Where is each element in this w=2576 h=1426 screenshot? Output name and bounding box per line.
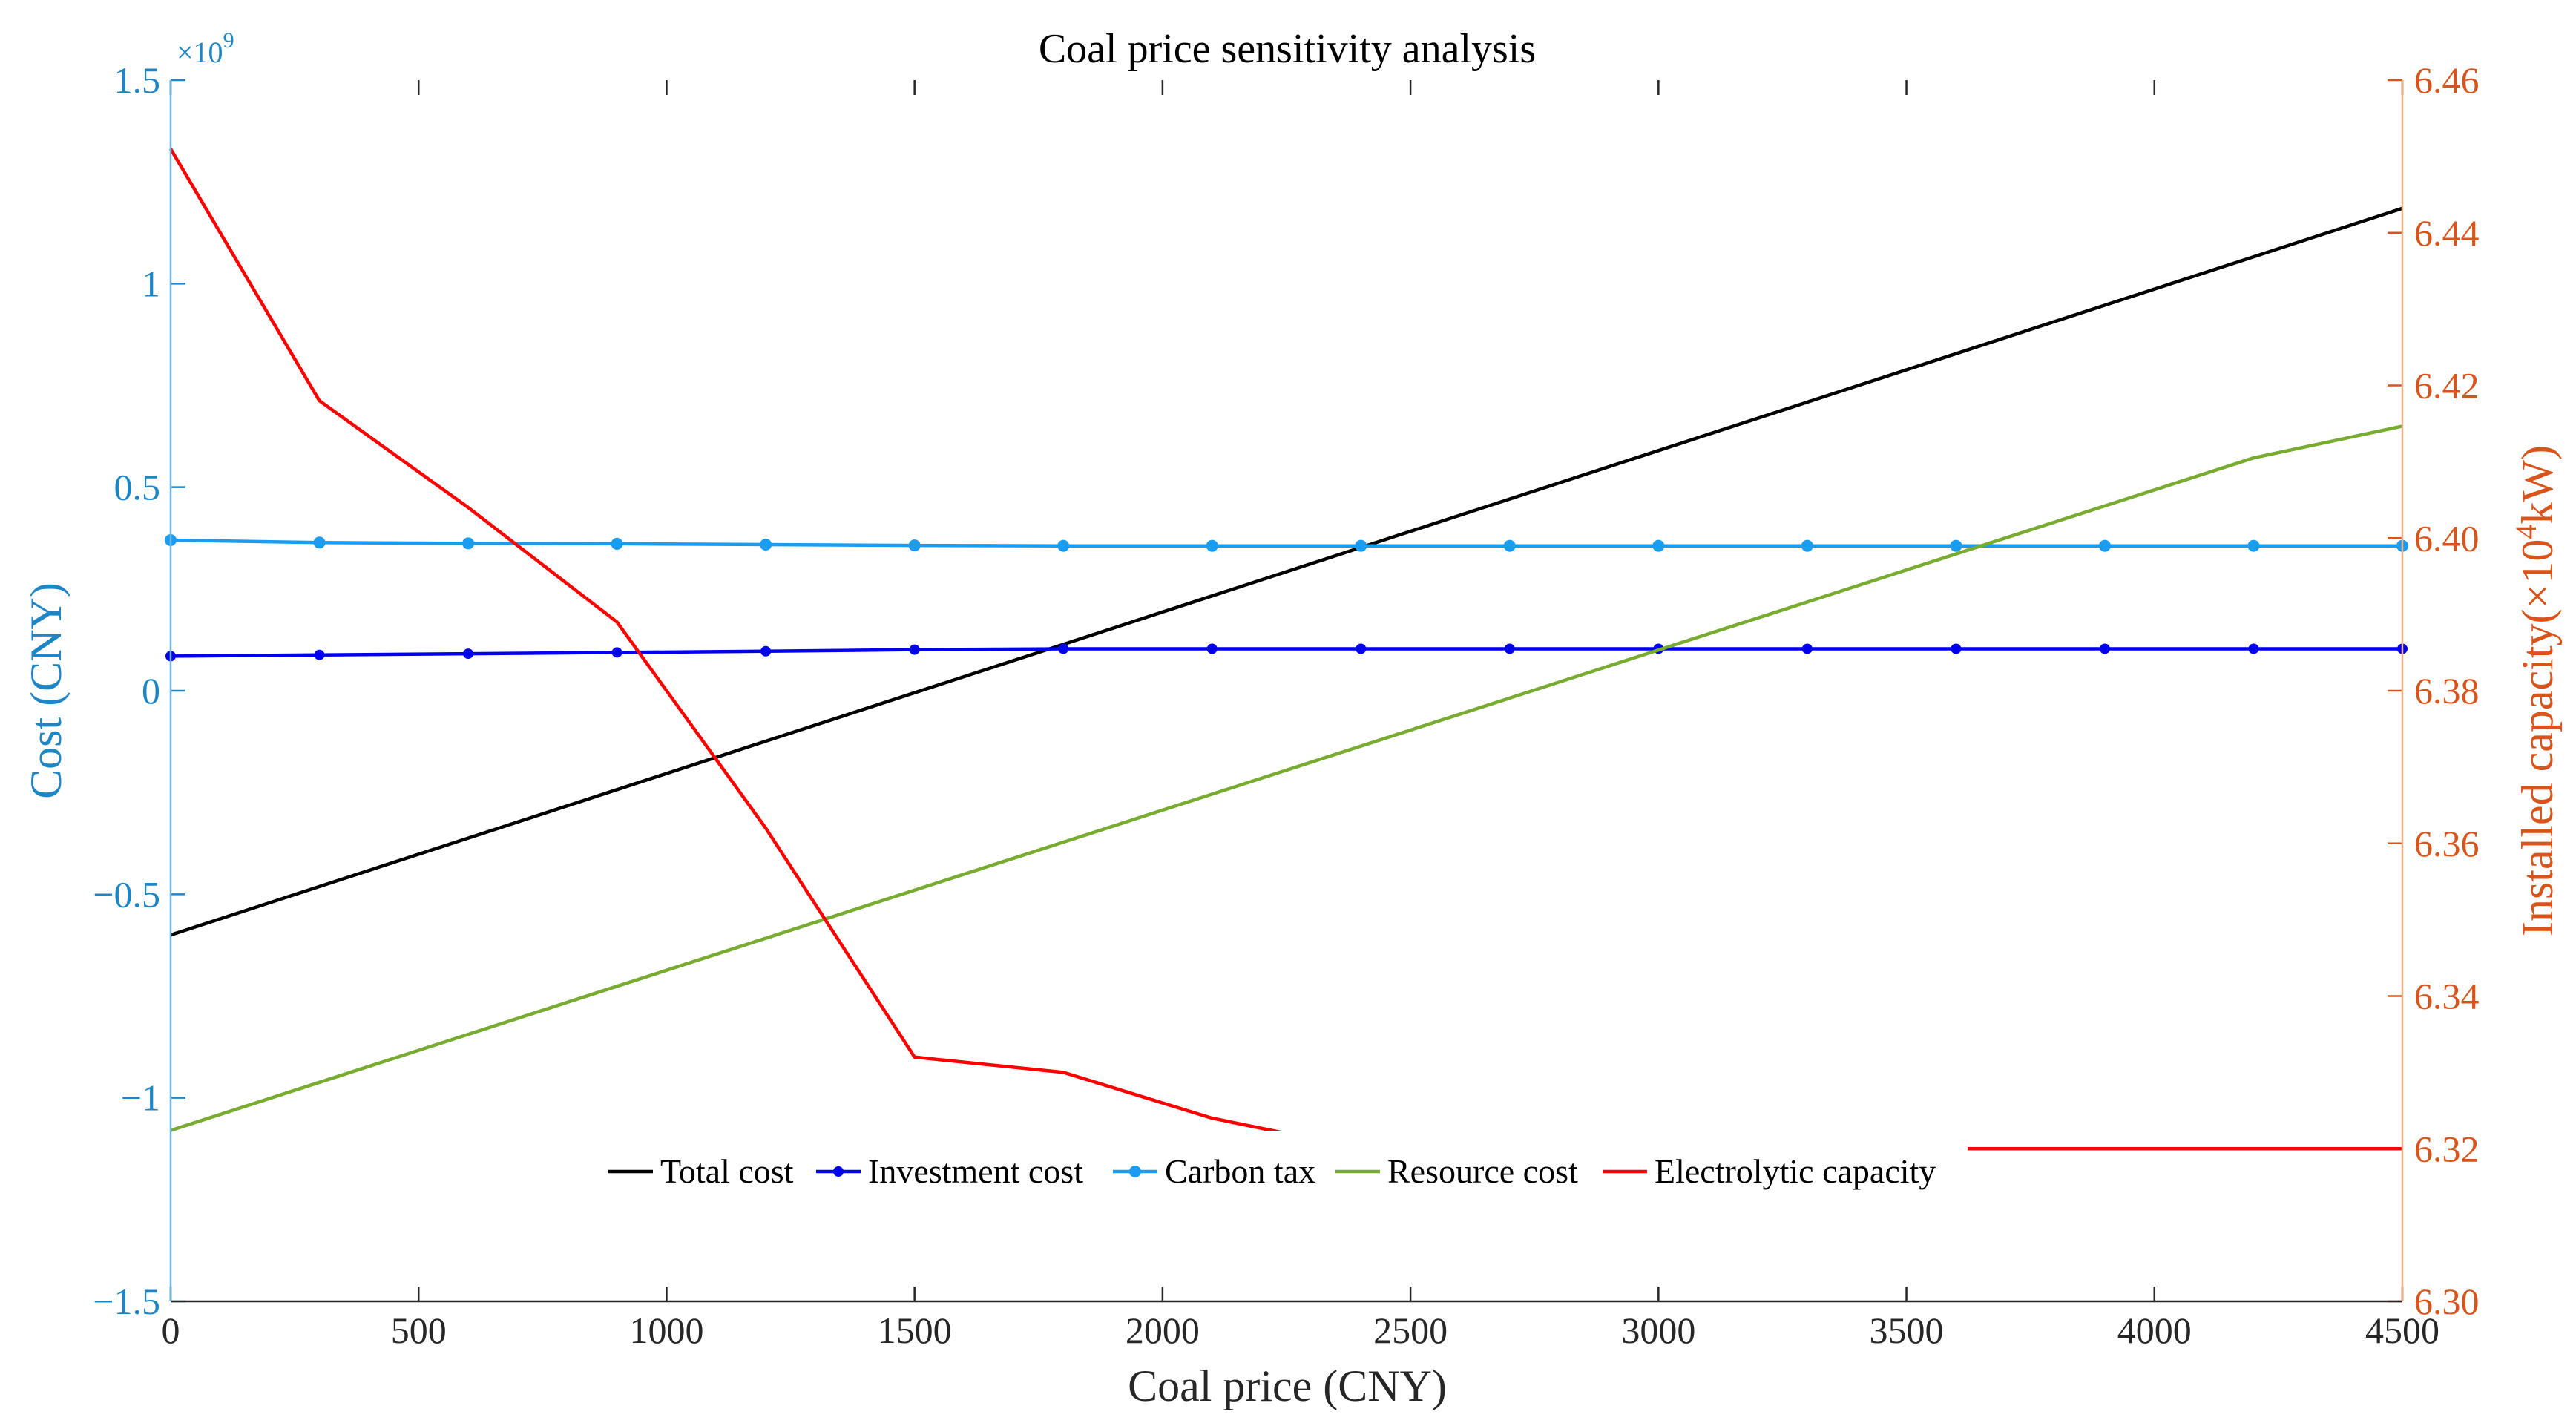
point-investment-cost (1058, 643, 1069, 654)
exponent-base: ×10 (177, 36, 223, 69)
point-investment-cost (1504, 643, 1515, 654)
point-investment-cost (1356, 643, 1367, 654)
point-investment-cost (611, 647, 622, 658)
right-tick-label: 6.34 (2414, 976, 2480, 1017)
right-tick-label: 6.40 (2414, 517, 2480, 559)
legend-item-resource-cost: Resource cost (1335, 1152, 1578, 1190)
right-tick-label: 6.32 (2414, 1128, 2480, 1169)
legend-label-carbon-tax: Carbon tax (1165, 1152, 1315, 1190)
point-carbon-tax (1950, 539, 1962, 552)
legend-label-total-cost: Total cost (660, 1152, 794, 1190)
left-tick-label: 0.5 (114, 467, 161, 508)
legend-marker-carbon-tax (1129, 1166, 1141, 1177)
right-axis-label-sup: 4 (2509, 525, 2543, 539)
x-tick-label: 4000 (2117, 1310, 2192, 1351)
legend-item-total-cost: Total cost (608, 1152, 794, 1190)
right-tick-label: 6.36 (2414, 823, 2480, 864)
right-tick-label: 6.46 (2414, 59, 2480, 101)
point-investment-cost (1206, 643, 1218, 654)
exponent-power: 9 (223, 28, 234, 53)
point-carbon-tax (1503, 539, 1516, 552)
point-investment-cost (1801, 643, 1813, 654)
x-tick-label: 1500 (878, 1310, 952, 1351)
point-carbon-tax (1206, 539, 1218, 552)
point-carbon-tax (2098, 539, 2111, 552)
right-tick-labels: 6.46 6.44 6.42 6.40 6.38 6.36 6.34 6.32 6.30 (2414, 59, 2480, 1322)
right-tick-label: 6.44 (2414, 212, 2480, 254)
point-investment-cost (909, 644, 920, 655)
point-investment-cost (463, 648, 474, 660)
point-carbon-tax (1057, 539, 1070, 552)
chart-title: Coal price sensitivity analysis (1039, 26, 1536, 72)
left-axis-exponent: ×109 (177, 28, 234, 69)
series-line-total-cost (170, 206, 2403, 937)
x-tick-label: 3000 (1621, 1310, 1695, 1351)
left-tick-label: 1 (142, 263, 160, 304)
legend-marker-investment-cost (833, 1166, 844, 1177)
left-tick-labels: 1.5 1 0.5 0 −0.5 −1 −1.5 (93, 59, 160, 1322)
exponent-backdrop (172, 30, 283, 74)
x-tick-label: 3500 (1870, 1310, 1944, 1351)
point-investment-cost (2099, 643, 2110, 654)
point-investment-cost (2248, 643, 2259, 654)
point-carbon-tax (1355, 539, 1367, 552)
x-tick-label: 4500 (2365, 1310, 2439, 1351)
legend-item-electrolytic-capacity: Electrolytic capacity (1603, 1152, 1936, 1190)
x-tick-label: 0 (162, 1310, 180, 1351)
right-tick-label: 6.30 (2414, 1281, 2480, 1322)
point-carbon-tax (611, 537, 623, 550)
left-tick-label: −0.5 (93, 873, 160, 915)
legend: Total cost Investment cost Carbon tax Re… (598, 1131, 1968, 1212)
series-line-resource-cost (170, 424, 2403, 1132)
point-carbon-tax (1652, 539, 1665, 552)
x-tick-label: 2000 (1126, 1310, 1200, 1351)
series-line-investment-cost (170, 647, 2402, 658)
series-line-carbon-tax (170, 538, 2402, 548)
point-carbon-tax (760, 539, 772, 551)
point-investment-cost (314, 649, 325, 660)
right-axis-label-prefix: Installed capacity(×10 (2513, 539, 2562, 936)
point-carbon-tax (1801, 539, 1813, 552)
x-tick-label: 1000 (629, 1310, 703, 1351)
legend-item-investment-cost: Investment cost (816, 1152, 1083, 1190)
point-investment-cost (1951, 643, 1962, 654)
right-tick-label: 6.42 (2414, 365, 2480, 407)
left-tick-label: −1.5 (93, 1281, 160, 1322)
point-investment-cost (760, 645, 772, 657)
legend-label-investment-cost: Investment cost (868, 1152, 1083, 1190)
legend-label-electrolytic-capacity: Electrolytic capacity (1655, 1152, 1936, 1190)
legend-label-resource-cost: Resource cost (1387, 1152, 1578, 1190)
left-tick-label: 1.5 (114, 59, 161, 101)
x-tick-label: 2500 (1373, 1310, 1448, 1351)
right-axis-label-suffix: kW) (2513, 445, 2562, 525)
left-tick-label: −1 (121, 1077, 160, 1119)
x-axis-label: Coal price (CNY) (1128, 1361, 1447, 1410)
point-carbon-tax (313, 536, 326, 549)
legend-item-carbon-tax: Carbon tax (1113, 1152, 1315, 1190)
right-axis-label: Installed capacity(×104kW) (2509, 445, 2562, 936)
point-carbon-tax (462, 537, 475, 550)
x-tick-label: 500 (391, 1310, 447, 1351)
left-axis-label: Cost (CNY) (22, 582, 70, 799)
left-tick-label: 0 (142, 670, 160, 712)
point-carbon-tax (2247, 539, 2260, 552)
point-carbon-tax (908, 539, 921, 552)
x-tick-labels: 0 500 1000 1500 2000 2500 3000 3500 4000 4500 (162, 1310, 2440, 1351)
right-tick-label: 6.38 (2414, 670, 2480, 712)
